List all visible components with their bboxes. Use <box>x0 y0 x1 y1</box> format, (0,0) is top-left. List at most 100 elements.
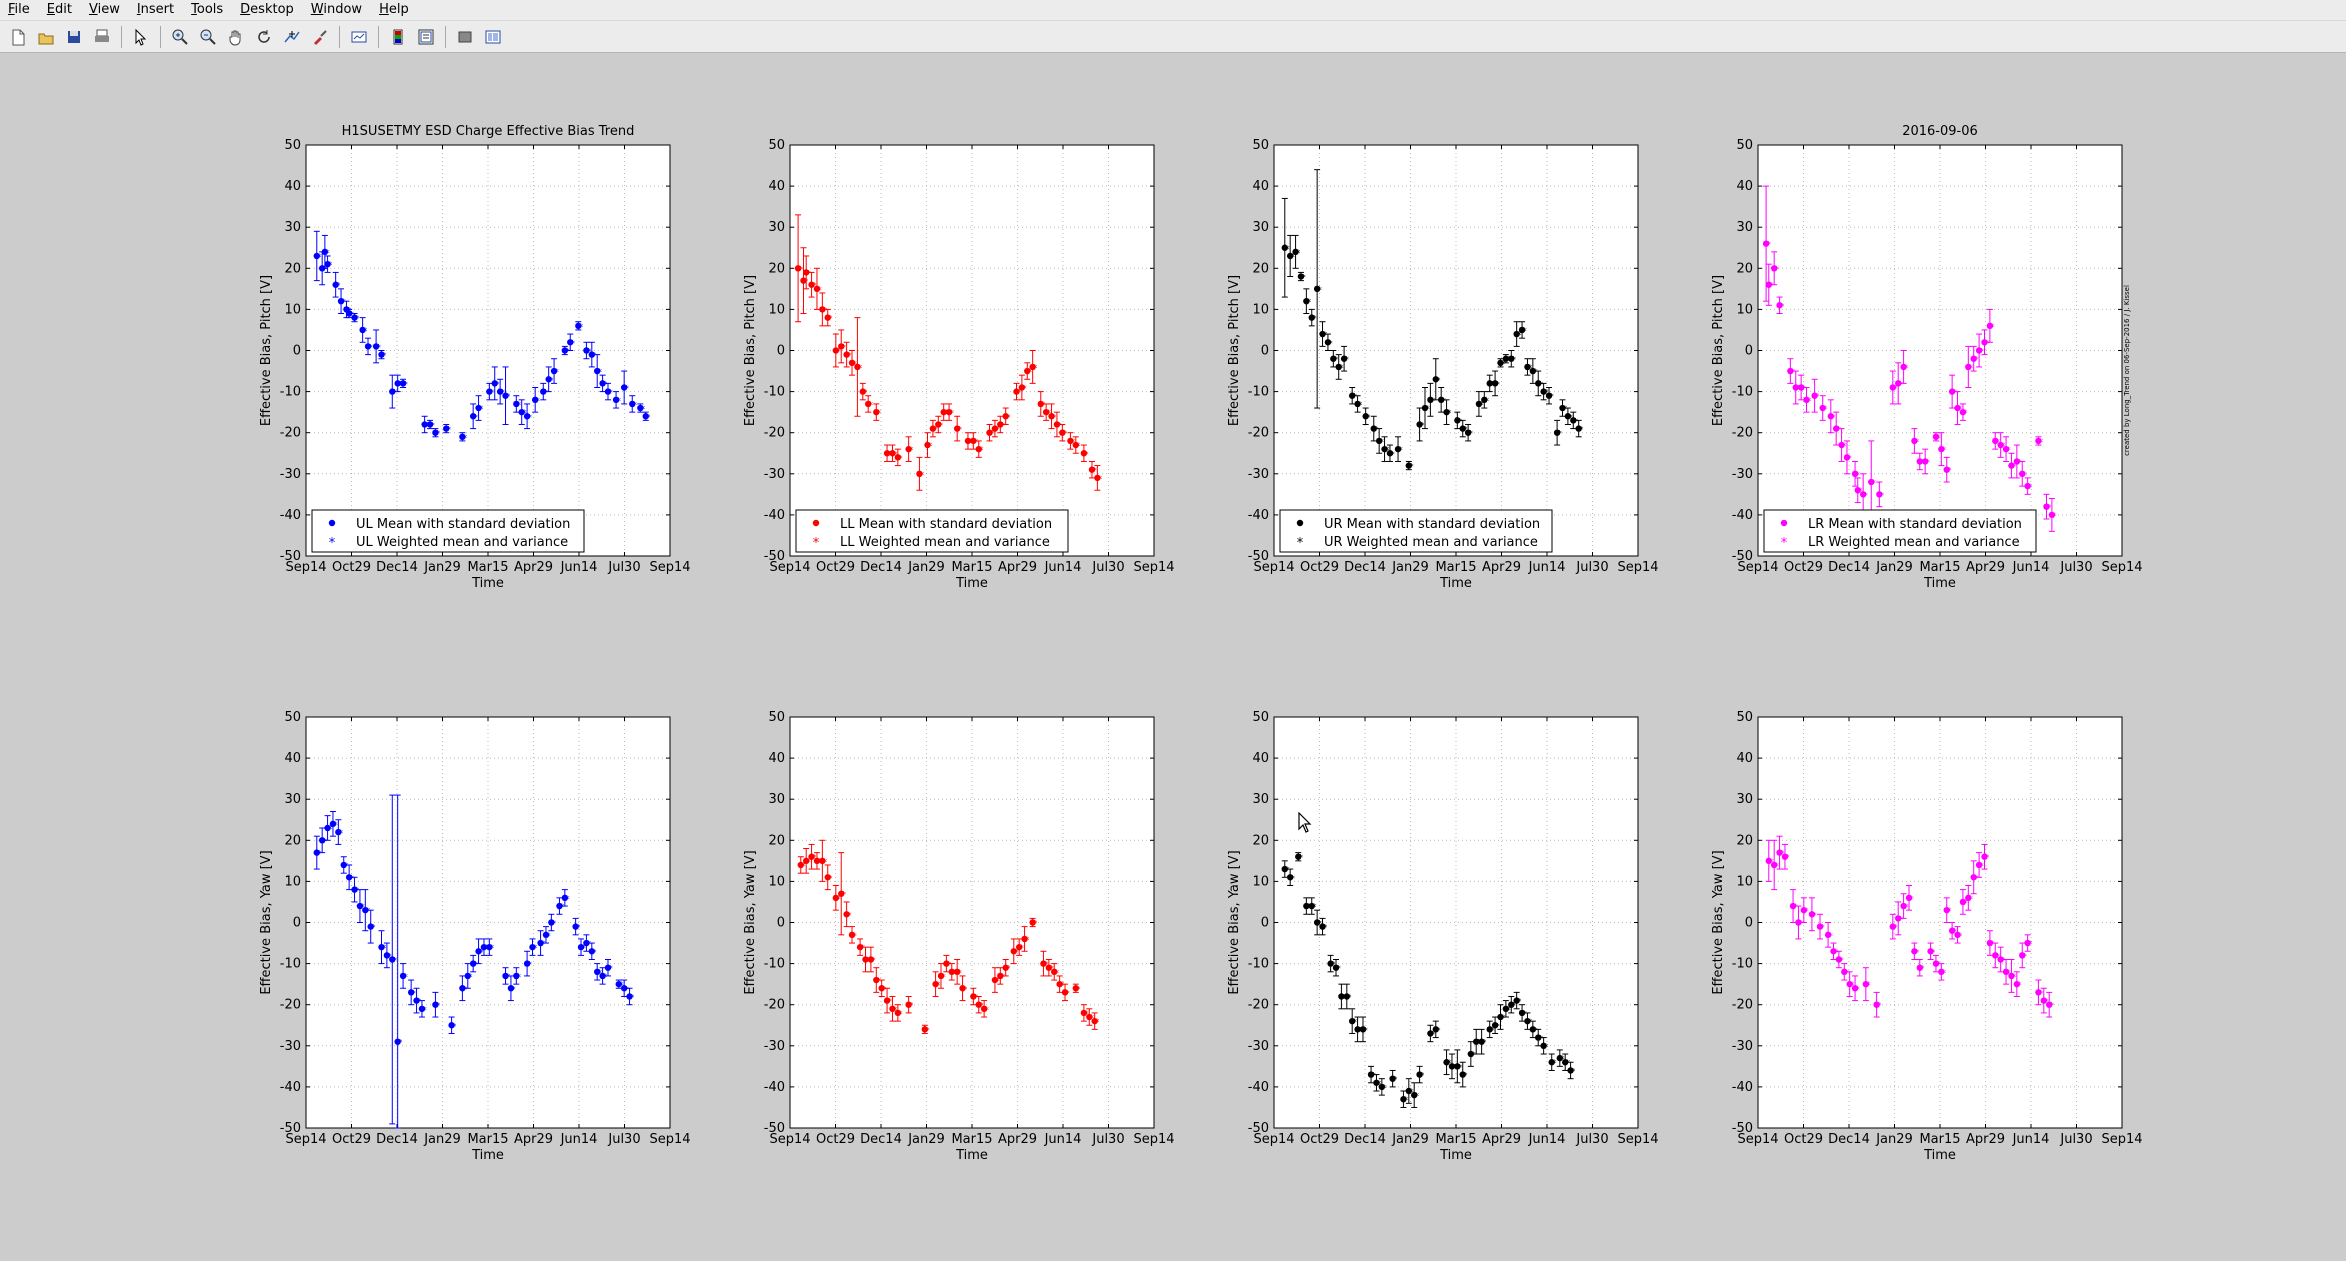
x-tick-label: Apr29 <box>1966 560 2005 575</box>
data-point: * <box>615 979 624 991</box>
y-tick-label: -30 <box>1732 467 1753 482</box>
open-file-button[interactable] <box>35 26 57 48</box>
svg-text:*: * <box>1358 401 1363 411</box>
link-plot-button[interactable] <box>348 26 370 48</box>
x-tick-label: Sep14 <box>2101 560 2142 575</box>
svg-text:*: * <box>1019 944 1024 954</box>
data-point: * <box>2013 971 2022 997</box>
svg-text:*: * <box>1799 920 1804 930</box>
print-button[interactable] <box>91 26 113 48</box>
data-point: * <box>523 950 532 977</box>
menu-window[interactable]: Window <box>310 2 363 17</box>
svg-text:*: * <box>1371 1072 1376 1082</box>
svg-text:*: * <box>1812 911 1817 921</box>
data-point: * <box>924 432 933 458</box>
svg-text:*: * <box>1312 315 1317 325</box>
x-tick-label: Sep14 <box>1253 560 1294 575</box>
svg-text:*: * <box>1076 442 1081 452</box>
svg-text:*: * <box>847 352 852 362</box>
menu-insert[interactable]: Insert <box>136 2 175 17</box>
svg-text:*: * <box>403 380 408 390</box>
y-tick-label: -50 <box>764 549 785 564</box>
svg-text:*: * <box>963 985 968 995</box>
svg-text:*: * <box>463 434 468 444</box>
legend-entry: LR Mean with standard deviation <box>1808 517 2022 532</box>
svg-text:*: * <box>920 471 925 481</box>
svg-text:*: * <box>1780 302 1785 312</box>
show-plot-tools-button[interactable] <box>482 26 504 48</box>
data-point: * <box>953 415 962 442</box>
y-tick-label: 0 <box>1745 344 1753 359</box>
data-point: * <box>2002 436 2011 462</box>
y-tick-label: 10 <box>768 302 785 317</box>
svg-text:*: * <box>1557 430 1562 440</box>
brush-button[interactable] <box>309 26 331 48</box>
svg-text:*: * <box>1774 265 1779 275</box>
svg-text:*: * <box>1560 1055 1565 1065</box>
data-point: * <box>1548 1053 1557 1071</box>
data-point: * <box>1481 391 1490 409</box>
rotate-3d-button[interactable] <box>253 26 275 48</box>
svg-text:*: * <box>812 854 817 864</box>
zoom-out-button[interactable] <box>197 26 219 48</box>
data-point: * <box>2019 460 2027 487</box>
data-point: * <box>475 938 484 965</box>
pan-hand-button[interactable] <box>225 26 247 48</box>
data-point: * <box>637 403 646 415</box>
data-point: * <box>794 214 803 323</box>
svg-text:*: * <box>1312 903 1317 913</box>
menu-desktop[interactable]: Desktop <box>240 2 294 17</box>
svg-text:*: * <box>603 380 608 390</box>
data-point: * <box>1061 983 1070 1002</box>
data-point: * <box>1015 938 1024 956</box>
svg-text:*: * <box>806 858 811 868</box>
menu-file[interactable]: File <box>8 2 30 17</box>
chart-title: H1SUSETMY ESD Charge Effective Bias Tren… <box>342 124 635 139</box>
edit-plot-arrow-button[interactable] <box>130 26 152 48</box>
menu-edit[interactable]: Edit <box>46 2 72 17</box>
data-cursor-button[interactable] <box>281 26 303 48</box>
zoom-in-button[interactable] <box>169 26 191 48</box>
menu-view[interactable]: View <box>88 2 120 17</box>
colorbar-button[interactable] <box>387 26 409 48</box>
y-tick-label: 50 <box>284 138 301 153</box>
data-point: * <box>1559 399 1568 417</box>
legend-button[interactable] <box>415 26 437 48</box>
svg-text:*: * <box>608 965 613 975</box>
x-axis-label: Time <box>955 576 988 591</box>
new-figure-button[interactable] <box>7 26 29 48</box>
svg-text:*: * <box>1490 1026 1495 1036</box>
svg-text:*: * <box>1033 920 1038 930</box>
svg-text:*: * <box>1347 993 1352 1003</box>
svg-text:*: * <box>1041 401 1046 411</box>
data-point: * <box>1088 460 1097 479</box>
menu-help[interactable]: Help <box>379 2 409 17</box>
data-point: * <box>318 827 327 854</box>
y-tick-label: -50 <box>1732 549 1753 564</box>
svg-text:*: * <box>355 315 360 325</box>
data-point: * <box>464 963 473 989</box>
data-point: * <box>1475 391 1484 417</box>
svg-text:*: * <box>1060 981 1065 991</box>
y-tick-label: -50 <box>1248 549 1269 564</box>
menu-tools[interactable]: Tools <box>191 2 224 17</box>
data-point: * <box>1037 391 1046 417</box>
pan-hand-icon <box>229 30 241 46</box>
svg-text:*: * <box>344 862 349 872</box>
data-point: * <box>1970 345 1979 372</box>
data-point: * <box>873 967 882 993</box>
svg-text:*: * <box>549 376 554 386</box>
data-point: * <box>561 345 570 358</box>
data-point: * <box>540 382 549 401</box>
data-point: * <box>620 979 629 997</box>
svg-text:*: * <box>1506 356 1511 366</box>
hide-plot-tools-button[interactable] <box>454 26 476 48</box>
svg-text:*: * <box>1996 438 2001 448</box>
svg-text:*: * <box>527 413 532 423</box>
y-tick-label: 0 <box>1261 916 1269 931</box>
svg-text:*: * <box>1780 850 1785 860</box>
save-button[interactable] <box>63 26 85 48</box>
svg-text:*: * <box>1366 413 1371 423</box>
data-point: * <box>1800 897 1809 923</box>
